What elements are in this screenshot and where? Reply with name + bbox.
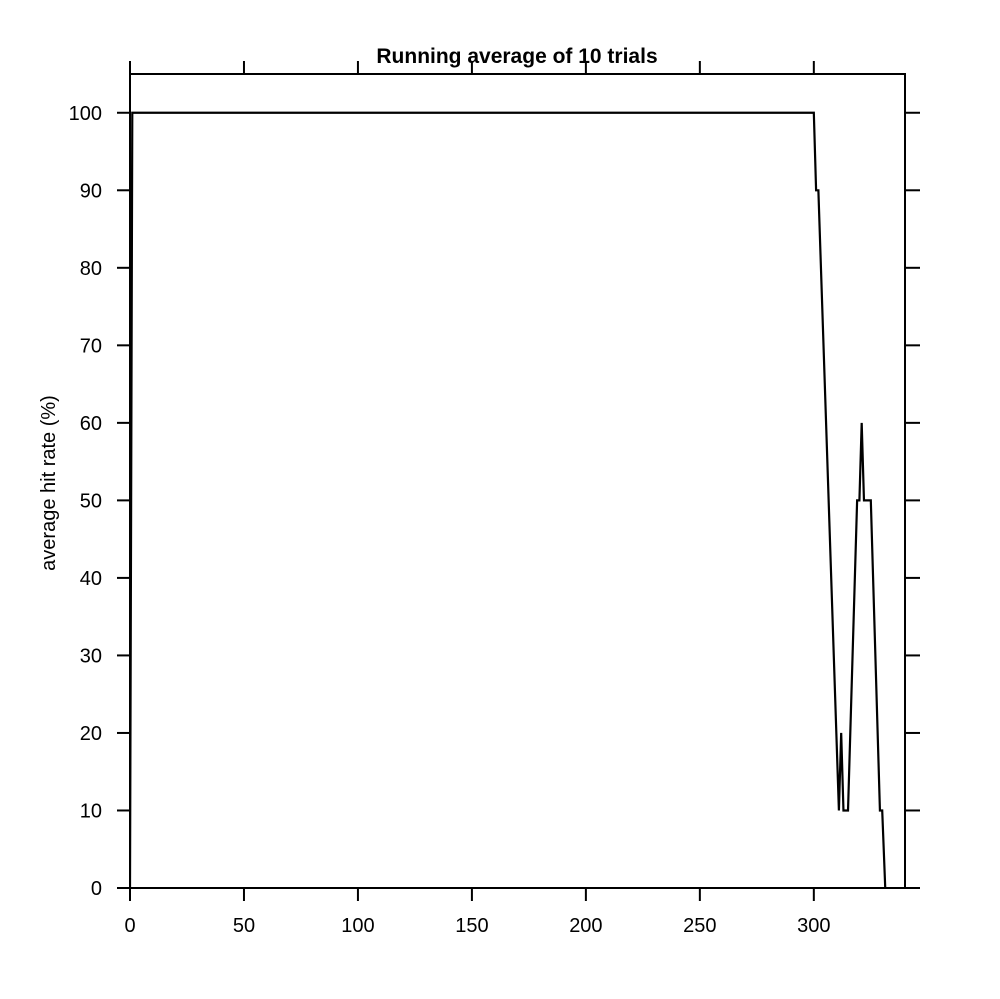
plot-border [129, 73, 906, 889]
x-tick-label: 300 [797, 915, 830, 937]
y-tick-label: 30 [80, 645, 102, 667]
y-tick-label: 40 [80, 568, 102, 590]
y-tick-label: 0 [91, 878, 102, 900]
x-tick-label: 50 [233, 915, 255, 937]
y-tick-label: 100 [69, 103, 102, 125]
y-axis-title: average hit rate (%) [38, 395, 60, 571]
y-tick-label: 70 [80, 335, 102, 357]
x-tick-label: 250 [683, 915, 716, 937]
y-tick-label: 10 [80, 800, 102, 822]
x-axis-tick-labels: 0 50 100 150 200 250 300 [124, 915, 830, 937]
x-tick-label: 0 [124, 915, 135, 937]
x-axis-ticks [129, 61, 815, 901]
y-tick-label: 50 [80, 490, 102, 512]
x-tick-label: 100 [341, 915, 374, 937]
y-tick-label: 90 [80, 180, 102, 202]
y-axis-ticks [117, 111, 920, 889]
x-tick-label: 150 [455, 915, 488, 937]
y-tick-label: 20 [80, 723, 102, 745]
x-tick-label: 200 [569, 915, 602, 937]
plot-frame [129, 73, 906, 889]
series-line-0 [130, 111, 887, 888]
y-axis-tick-labels: 0 10 20 30 40 50 60 70 80 90 100 [69, 103, 102, 900]
series-layer [130, 111, 887, 888]
y-tick-label: 80 [80, 258, 102, 280]
y-tick-label: 60 [80, 413, 102, 435]
chart-title: Running average of 10 trials [376, 45, 657, 68]
